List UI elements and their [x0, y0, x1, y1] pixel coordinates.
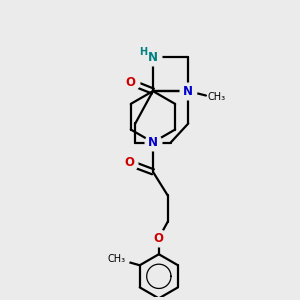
Text: N: N — [148, 136, 158, 149]
Text: O: O — [124, 157, 134, 169]
Text: H: H — [140, 47, 148, 57]
Text: CH₃: CH₃ — [207, 92, 225, 102]
Text: N: N — [183, 85, 193, 98]
Text: CH₃: CH₃ — [107, 254, 125, 264]
Text: N: N — [148, 51, 158, 64]
Text: O: O — [154, 232, 164, 244]
Text: O: O — [126, 76, 136, 89]
